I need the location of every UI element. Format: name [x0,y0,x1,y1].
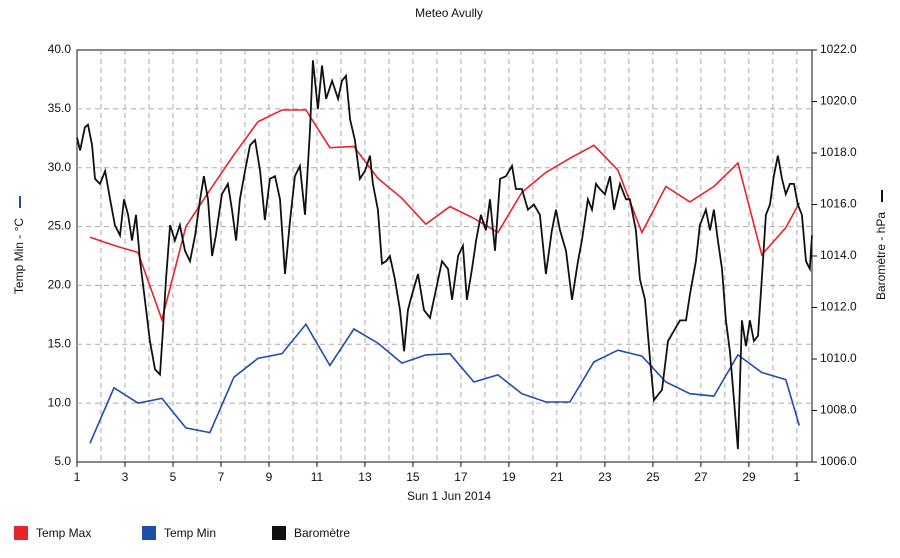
x-tick-label: 25 [646,470,660,484]
legend-swatch [272,526,286,540]
y2-tick-label: 1008.0 [820,403,857,417]
y2-axis-title: Baromètre - hPa [874,190,888,300]
y-axis-label: Temp Min - °C [12,218,26,294]
x-tick-label: 19 [502,470,516,484]
y2-tick-label: 1010.0 [820,351,857,365]
x-axis-label: Sun 1 Jun 2014 [407,489,491,503]
y2-tick-label: 1022.0 [820,42,857,56]
x-tick-label: 17 [454,470,468,484]
legend-label: Temp Max [36,526,91,540]
x-tick-label: 5 [170,470,177,484]
y2-tick-label: 1018.0 [820,145,857,159]
legend-label: Temp Min [164,526,216,540]
y-tick-label: 25.0 [48,219,72,233]
x-tick-label: 9 [266,470,273,484]
y-axis-title: Temp Min - °C [12,196,26,294]
y-tick-label: 5.0 [54,454,71,468]
x-tick-label: 21 [550,470,564,484]
y2-tick-label: 1012.0 [820,300,857,314]
y-tick-label: 30.0 [48,160,72,174]
legend-label: Baromètre [294,526,350,540]
x-tick-label: 27 [694,470,708,484]
x-tick-label: 13 [358,470,372,484]
legend-swatch [14,526,28,540]
x-tick-label: 1 [794,470,801,484]
y2-tick-label: 1020.0 [820,94,857,108]
series-line [89,322,801,444]
y2-tick-label: 1006.0 [820,454,857,468]
y2-tick-label: 1014.0 [820,248,857,262]
x-tick-label: 3 [122,470,129,484]
x-tick-label: 11 [311,470,324,484]
x-tick-label: 15 [406,470,420,484]
y2-tick-label: 1016.0 [820,197,857,211]
legend-swatch [142,526,156,540]
series-line [76,60,813,450]
y-tick-label: 20.0 [48,278,72,292]
x-tick-label: 23 [598,470,612,484]
x-tick-label: 7 [218,470,225,484]
y-tick-label: 10.0 [48,395,72,409]
y-tick-label: 35.0 [48,101,72,115]
y-tick-label: 15.0 [48,336,72,350]
y-tick-label: 40.0 [48,42,72,56]
series-line [89,109,801,323]
x-tick-label: 1 [74,470,81,484]
x-tick-label: 29 [742,470,756,484]
y2-axis-label: Baromètre - hPa [874,212,888,300]
chart-title: Meteo Avully [415,6,483,20]
